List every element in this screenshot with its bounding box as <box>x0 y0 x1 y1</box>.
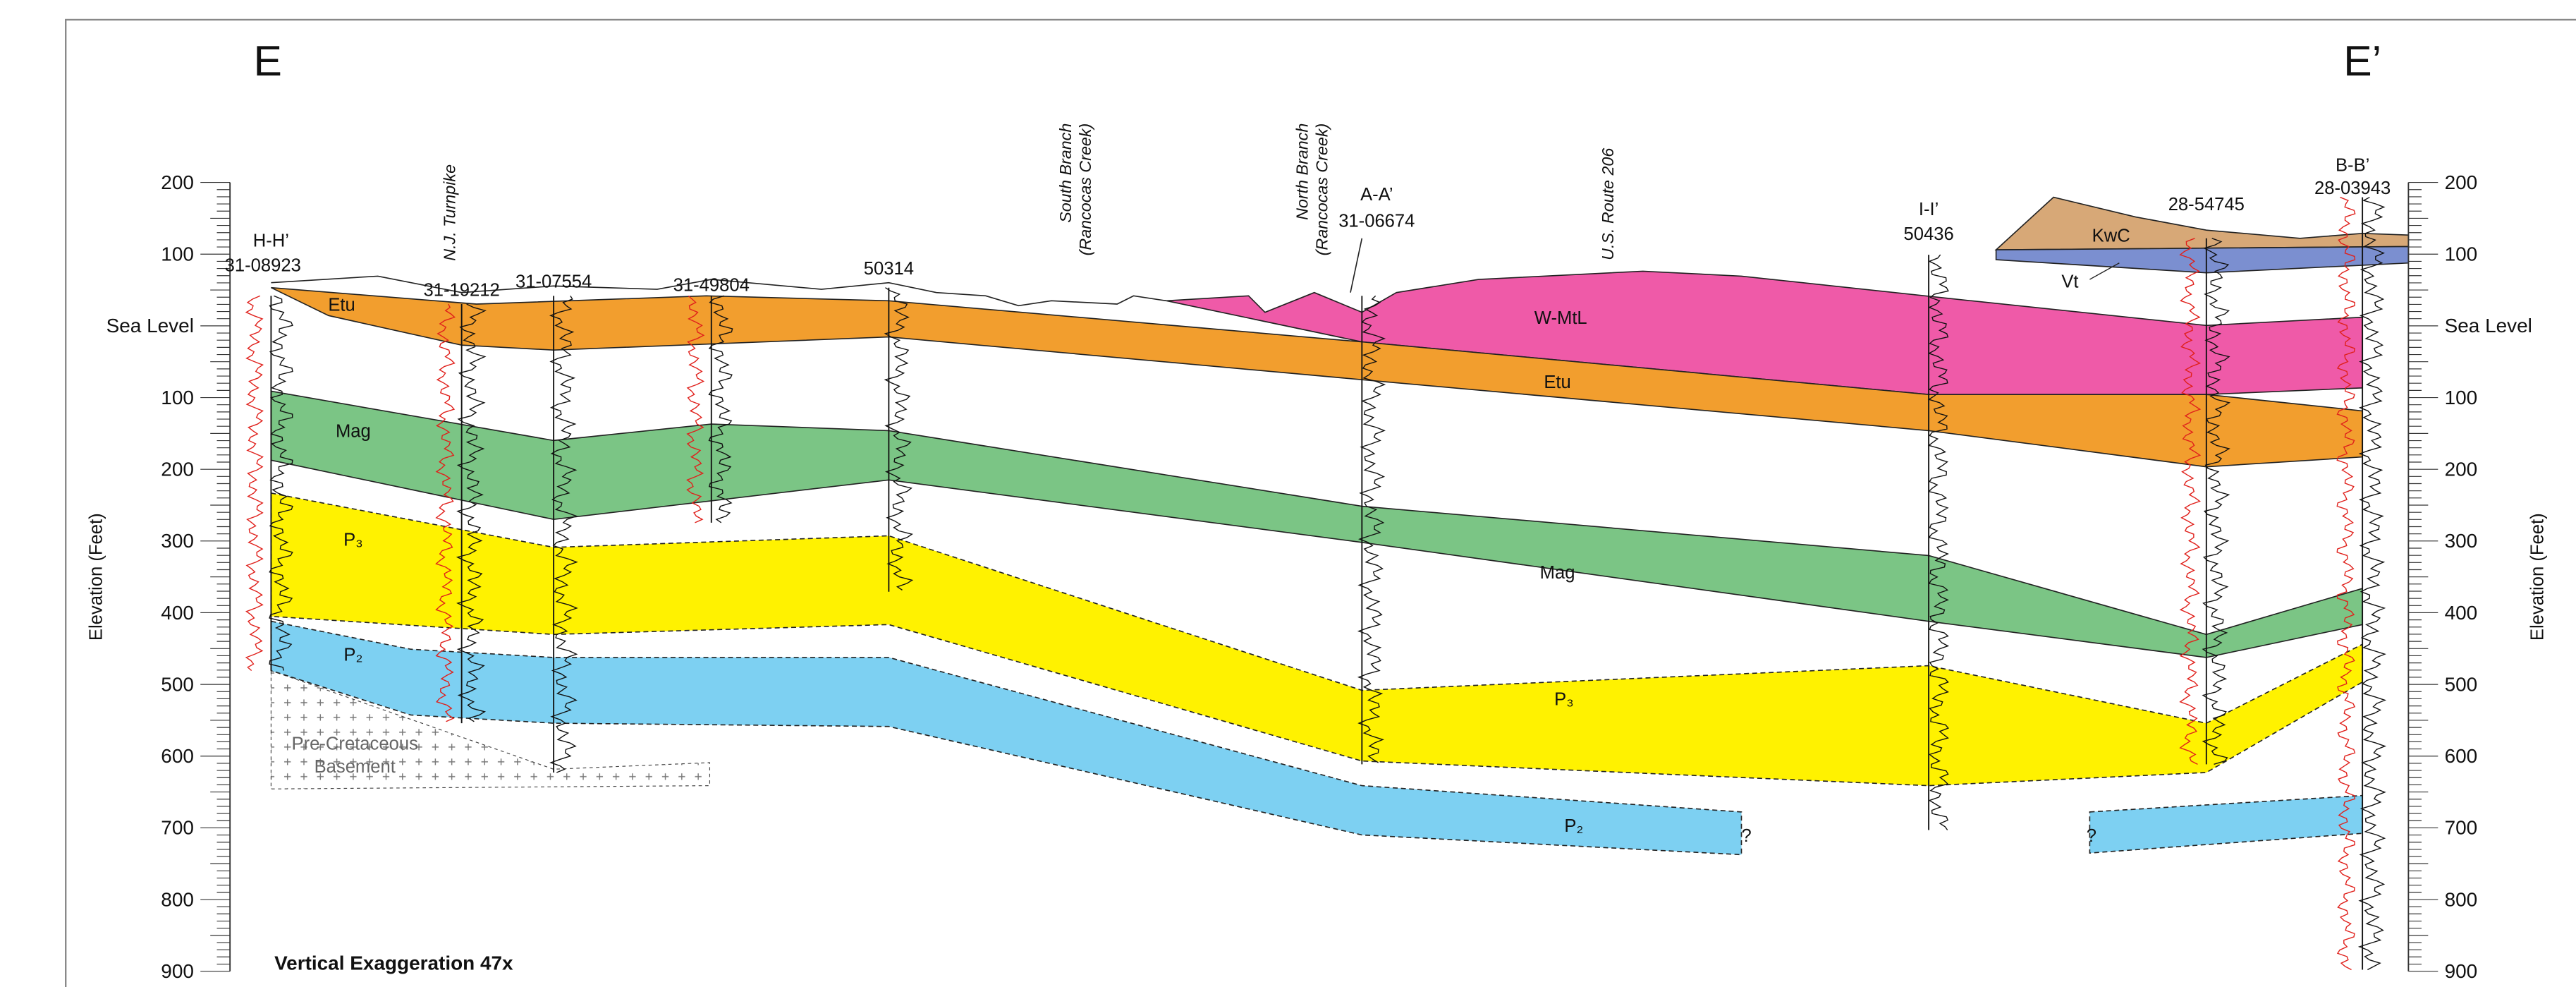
tick-label: 400 <box>2445 602 2478 624</box>
unknown-marker: ? <box>2087 826 2096 846</box>
unit-label: Vt <box>2061 272 2078 292</box>
landmark: South Branch <box>1056 123 1075 223</box>
tick-label: 100 <box>2445 387 2478 408</box>
well-id: 50314 <box>864 259 914 279</box>
unit-label: Mag <box>1540 563 1575 583</box>
well-id: 31-06674 <box>1338 212 1415 231</box>
tick-label: 900 <box>2445 960 2478 982</box>
log-curve <box>2180 238 2200 765</box>
axis-label: Elevation (Feet) <box>86 513 106 641</box>
landmark: (Rancocas Creek) <box>1076 123 1094 256</box>
tick-label: 300 <box>161 530 194 552</box>
well-section: B-B’ <box>2336 155 2369 175</box>
tick-label: Sea Level <box>2445 315 2532 337</box>
tick-label: 200 <box>2445 171 2478 193</box>
section-end: E’ <box>2343 37 2381 85</box>
log-curve <box>246 296 262 670</box>
unit-label: Etu <box>328 295 355 315</box>
unit-label: Pre-Cretaceous <box>292 734 418 753</box>
tick-label: Sea Level <box>106 315 194 337</box>
tick-label: 100 <box>2445 243 2478 265</box>
unit-label: W-MtL <box>1534 308 1587 328</box>
unit-label: Mag <box>336 422 371 442</box>
well-id: 31-07554 <box>515 272 592 292</box>
layer-vt <box>1996 246 2409 272</box>
tick-label: 700 <box>2445 817 2478 839</box>
tick-label: 900 <box>161 960 194 982</box>
tick-label: 300 <box>2445 530 2478 552</box>
landmark: North Branch <box>1293 123 1311 220</box>
unit-label: Basement <box>315 757 396 777</box>
unknown-marker: ? <box>1742 826 1752 846</box>
well-id: 28-54745 <box>2168 195 2245 214</box>
tick-label: 500 <box>2445 673 2478 695</box>
tick-label: 100 <box>161 243 194 265</box>
layer-p2-right <box>2089 796 2362 854</box>
tick-label: 200 <box>2445 459 2478 480</box>
tick-label: 100 <box>161 387 194 408</box>
unit-label: P₂ <box>343 646 362 665</box>
well-section: H-H’ <box>253 231 289 250</box>
well-section: A-A’ <box>1360 185 1393 205</box>
tick-label: 400 <box>161 602 194 624</box>
well-id: 28-03943 <box>2314 178 2391 198</box>
unit-label: P₃ <box>343 530 363 550</box>
landmark: N.J. Turnpike <box>440 164 458 261</box>
leader <box>1350 238 1362 293</box>
well-section: I-I’ <box>1919 200 1939 219</box>
tick-label: 700 <box>161 817 194 839</box>
landmark: (Rancocas Creek) <box>1312 123 1331 256</box>
unit-label: P₂ <box>1564 816 1583 836</box>
well-id: 31-08923 <box>225 255 301 275</box>
tick-label: 600 <box>2445 745 2478 767</box>
well-id: 50436 <box>1903 224 1953 244</box>
tick-label: 600 <box>161 745 194 767</box>
log-curve <box>2360 198 2385 970</box>
cross-section: 200 100 Sea Level 100 200 300 400 500 600 700 800 9… <box>0 0 2576 987</box>
well-id: 31-49804 <box>673 275 750 295</box>
unit-label: Etu <box>1544 373 1570 392</box>
tick-label: 200 <box>161 459 194 480</box>
section-start: E <box>254 37 282 85</box>
exaggeration-note: Vertical Exaggeration 47x <box>274 952 513 974</box>
unit-label: KwC <box>2092 226 2130 246</box>
log-curve <box>2337 198 2355 970</box>
axis-label: Elevation (Feet) <box>2527 513 2547 641</box>
unit-label: P₃ <box>1554 689 1574 709</box>
landmark: U.S. Route 206 <box>1599 148 1617 260</box>
well-id: 31-19212 <box>424 280 500 300</box>
tick-label: 800 <box>2445 888 2478 910</box>
tick-label: 800 <box>161 888 194 910</box>
tick-label: 500 <box>161 673 194 695</box>
tick-label: 200 <box>161 171 194 193</box>
